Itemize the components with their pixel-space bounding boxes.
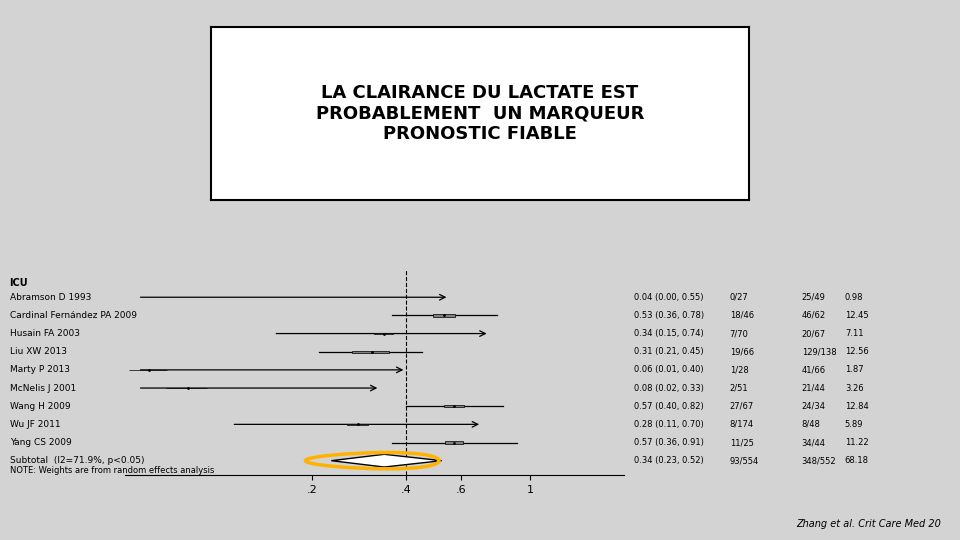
Text: Yang CS 2009: Yang CS 2009 <box>10 438 71 447</box>
Text: Zhang et al. Crit Care Med 20: Zhang et al. Crit Care Med 20 <box>796 519 941 529</box>
Text: Subtotal  (I2=71.9%, p<0.05): Subtotal (I2=71.9%, p<0.05) <box>10 456 144 465</box>
Text: 19/66: 19/66 <box>730 347 754 356</box>
FancyBboxPatch shape <box>433 314 455 316</box>
Text: 0.06 (0.01, 0.40): 0.06 (0.01, 0.40) <box>634 366 704 374</box>
FancyBboxPatch shape <box>444 405 464 407</box>
Text: LA CLAIRANCE DU LACTATE EST
PROBABLEMENT  UN MARQUEUR
PRONOSTIC FIABLE: LA CLAIRANCE DU LACTATE EST PROBABLEMENT… <box>316 84 644 143</box>
Text: 34/44: 34/44 <box>802 438 826 447</box>
Text: 1/28: 1/28 <box>730 366 749 374</box>
Text: 8/174: 8/174 <box>730 420 754 429</box>
Text: 27/67: 27/67 <box>730 402 754 411</box>
Text: 41/66: 41/66 <box>802 366 826 374</box>
Text: 0.98: 0.98 <box>845 293 863 302</box>
Text: 129/138: 129/138 <box>802 347 836 356</box>
Text: Husain FA 2003: Husain FA 2003 <box>10 329 80 338</box>
Text: NOTE: Weights are from random effects analysis: NOTE: Weights are from random effects an… <box>10 466 214 475</box>
Text: Marty P 2013: Marty P 2013 <box>10 366 69 374</box>
Text: 0.53 (0.36, 0.78): 0.53 (0.36, 0.78) <box>634 311 704 320</box>
Text: 11.22: 11.22 <box>845 438 869 447</box>
Text: 11/25: 11/25 <box>730 438 754 447</box>
Text: 8/48: 8/48 <box>802 420 821 429</box>
Text: 7.11: 7.11 <box>845 329 863 338</box>
Text: 0/27: 0/27 <box>730 293 749 302</box>
Text: 3.26: 3.26 <box>845 383 863 393</box>
Text: 0.31 (0.21, 0.45): 0.31 (0.21, 0.45) <box>634 347 704 356</box>
Text: ICU: ICU <box>10 278 28 288</box>
FancyBboxPatch shape <box>348 424 368 425</box>
Text: 0.08 (0.02, 0.33): 0.08 (0.02, 0.33) <box>634 383 704 393</box>
Text: 348/552: 348/552 <box>802 456 836 465</box>
Text: Cardinal Fernández PA 2009: Cardinal Fernández PA 2009 <box>10 311 136 320</box>
Text: 20/67: 20/67 <box>802 329 826 338</box>
Text: Liu XW 2013: Liu XW 2013 <box>10 347 66 356</box>
Text: 93/554: 93/554 <box>730 456 758 465</box>
Text: 0.04 (0.00, 0.55): 0.04 (0.00, 0.55) <box>634 293 703 302</box>
Text: 18/46: 18/46 <box>730 311 754 320</box>
Text: Wang H 2009: Wang H 2009 <box>10 402 70 411</box>
FancyBboxPatch shape <box>352 350 389 353</box>
Text: 12.45: 12.45 <box>845 311 869 320</box>
Text: 21/44: 21/44 <box>802 383 826 393</box>
Text: 25/49: 25/49 <box>802 293 826 302</box>
Text: 2/51: 2/51 <box>730 383 748 393</box>
Text: 7/70: 7/70 <box>730 329 749 338</box>
FancyBboxPatch shape <box>444 442 463 443</box>
Text: 5.89: 5.89 <box>845 420 863 429</box>
Text: 12.56: 12.56 <box>845 347 869 356</box>
Text: 46/62: 46/62 <box>802 311 826 320</box>
Text: Wu JF 2011: Wu JF 2011 <box>10 420 60 429</box>
Text: 0.34 (0.23, 0.52): 0.34 (0.23, 0.52) <box>634 456 704 465</box>
Text: Abramson D 1993: Abramson D 1993 <box>10 293 91 302</box>
Text: 12.84: 12.84 <box>845 402 869 411</box>
Polygon shape <box>331 454 442 467</box>
Text: 0.57 (0.36, 0.91): 0.57 (0.36, 0.91) <box>634 438 704 447</box>
Text: 68.18: 68.18 <box>845 456 869 465</box>
Text: 1.87: 1.87 <box>845 366 863 374</box>
Text: 0.34 (0.15, 0.74): 0.34 (0.15, 0.74) <box>634 329 704 338</box>
FancyBboxPatch shape <box>374 333 394 334</box>
Text: McNelis J 2001: McNelis J 2001 <box>10 383 76 393</box>
Text: 0.57 (0.40, 0.82): 0.57 (0.40, 0.82) <box>634 402 704 411</box>
Text: 24/34: 24/34 <box>802 402 826 411</box>
Text: 0.28 (0.11, 0.70): 0.28 (0.11, 0.70) <box>634 420 704 429</box>
